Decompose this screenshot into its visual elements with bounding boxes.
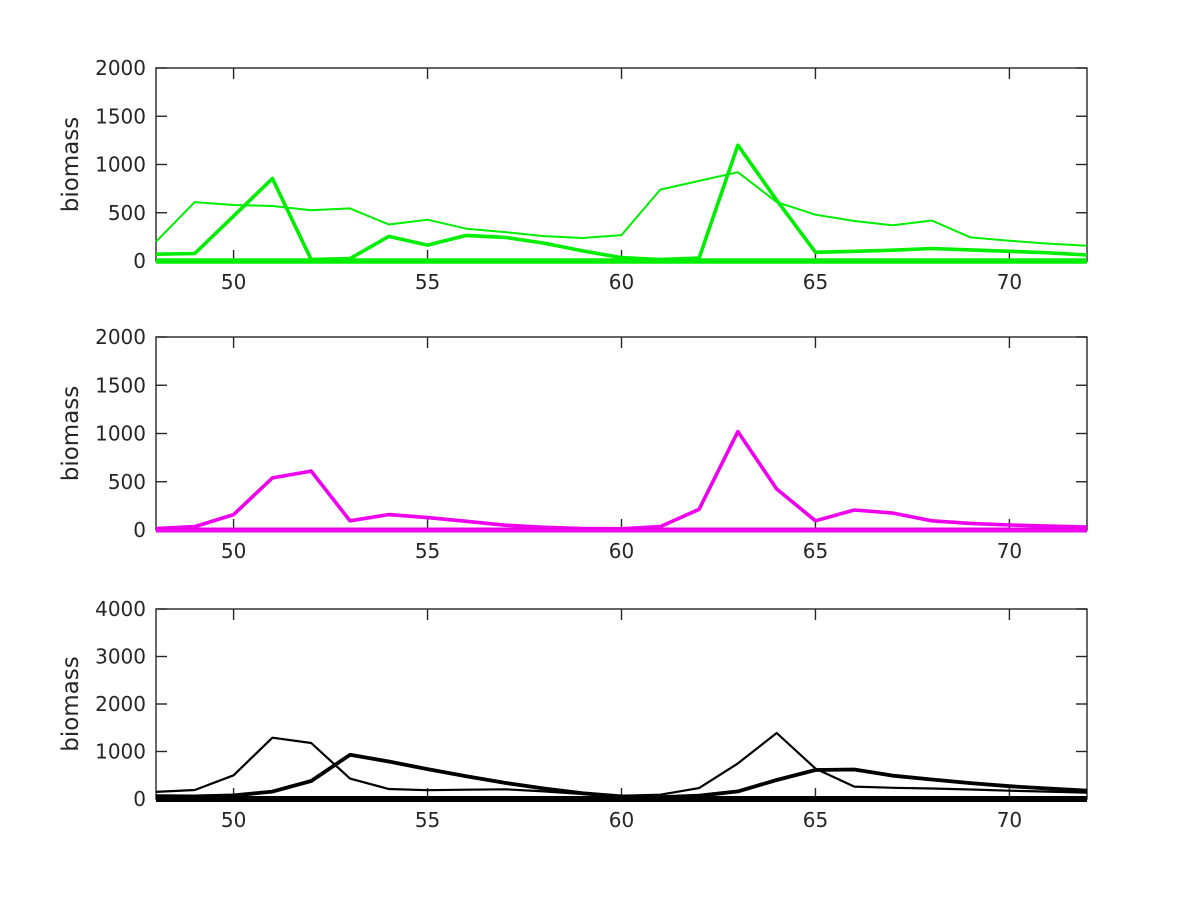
y-tick-label-top-0: 0 [133,249,146,273]
series-green-thin [155,171,1088,247]
y-tick-label-bottom-2000: 2000 [95,692,146,716]
y-tick-label-bottom-1000: 1000 [95,740,146,764]
x-tick-label-bottom-55: 55 [415,808,440,832]
x-tick-label-bottom-70: 70 [997,808,1022,832]
panel-bottom: 50 55 60 65 70 0 1000 2000 3000 4000 biomass [58,597,1088,832]
y-tick-label-top-2000: 2000 [95,56,146,80]
y-tick-label-middle-1000: 1000 [95,422,146,446]
y-axis-label-bottom: biomass [58,656,84,752]
y-tick-label-top-1500: 1500 [95,104,146,128]
y-axis-label-middle: biomass [58,386,84,482]
x-tick-label-bottom-60: 60 [609,808,634,832]
axes-box-middle [155,336,1088,531]
panel-top: 50 55 60 65 70 0 500 1000 1500 2000 biomass [58,56,1088,294]
panel-middle: 50 55 60 65 70 0 500 1000 1500 2000 biomass [58,325,1088,563]
series-magenta-main [155,429,1088,531]
y-tick-label-middle-2000: 2000 [95,325,146,349]
x-tick-label-middle-50: 50 [221,539,246,563]
series-black-thick [155,752,1088,799]
x-tick-label-middle-60: 60 [609,539,634,563]
series-green-thick [155,143,1088,262]
y-tick-label-middle-0: 0 [133,518,146,542]
x-tick-label-middle-70: 70 [997,539,1022,563]
x-tick-label-top-50: 50 [221,270,246,294]
x-tick-label-top-65: 65 [803,270,828,294]
y-axis-label-top: biomass [58,117,84,213]
x-tick-label-top-60: 60 [609,270,634,294]
x-tick-label-middle-65: 65 [803,539,828,563]
x-tick-label-middle-55: 55 [415,539,440,563]
y-tick-label-bottom-0: 0 [133,787,146,811]
x-tick-label-bottom-50: 50 [221,808,246,832]
y-tick-label-top-500: 500 [108,201,146,225]
y-tick-label-top-1000: 1000 [95,153,146,177]
x-tick-label-top-55: 55 [415,270,440,294]
axes-box-bottom [155,608,1088,800]
y-tick-label-bottom-3000: 3000 [95,645,146,669]
x-tick-label-top-70: 70 [997,270,1022,294]
y-tick-label-middle-1500: 1500 [95,373,146,397]
x-tick-label-bottom-65: 65 [803,808,828,832]
y-tick-label-bottom-4000: 4000 [95,597,146,621]
axes-box-top [155,67,1088,262]
y-tick-label-middle-500: 500 [108,470,146,494]
